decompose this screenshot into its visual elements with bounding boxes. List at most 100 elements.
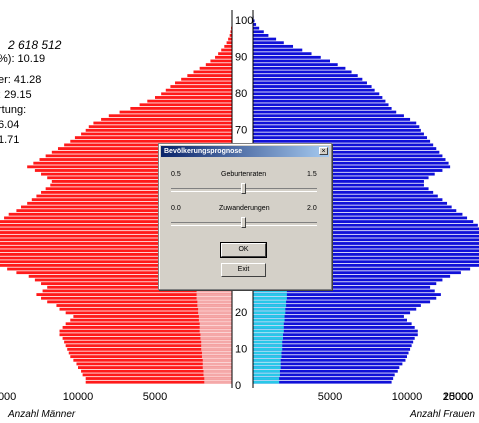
women-bars-bar-age-60 <box>253 161 449 165</box>
women-bars-bar-age-78 <box>253 96 383 99</box>
x-tick-label-men: 5000 <box>143 391 167 403</box>
men-bars-bar-age-81 <box>170 85 232 88</box>
men-bars-bar-age-90 <box>218 52 232 56</box>
women-bars-bar-age-39 <box>253 238 479 242</box>
men-bars-bar-age-62 <box>45 154 232 158</box>
men-bars-bar-age-46 <box>8 212 233 216</box>
men-bars-bar-age-73 <box>108 114 232 118</box>
immigration-slider-thumb[interactable] <box>241 217 246 228</box>
men-bars-bar-age-15 <box>62 326 232 329</box>
men-bars-bar-age-37 <box>0 245 232 249</box>
men-bars-bar-age-40 <box>0 234 233 238</box>
age-tick-label: 10 <box>235 344 247 356</box>
women-bars-bar-age-15 <box>253 326 415 329</box>
men-bars-bar-age-76 <box>139 103 232 107</box>
women-bars-bar-age-20 <box>253 307 417 311</box>
women-bars-bar-age-64 <box>253 147 437 150</box>
men-inner-bars-bar-age-12 <box>200 336 232 340</box>
men-inner-bars-bar-age-1 <box>204 377 232 380</box>
men-bars-bar-age-70 <box>88 125 232 129</box>
women-bars-bar-age-28 <box>253 278 443 282</box>
women-bars-bar-age-59 <box>253 165 451 169</box>
ok-button[interactable]: OK <box>220 242 267 258</box>
women-bars-bar-age-68 <box>253 132 424 136</box>
men-bars-bar-age-80 <box>165 88 232 92</box>
women-inner-bars-bar-age-6 <box>253 358 281 362</box>
men-bars-bar-age-91 <box>221 48 232 52</box>
men-inner-bars-bar-age-7 <box>201 355 232 359</box>
men-bars-bar-age-87 <box>205 63 232 67</box>
women-bars-bar-age-14 <box>253 329 418 333</box>
men-bars-bar-age-33 <box>0 260 233 264</box>
men-bars-bar-age-94 <box>228 37 232 41</box>
women-bars-bar-age-11 <box>253 340 414 344</box>
women-bars-bar-age-82 <box>253 81 367 85</box>
women-bars-bar-age-94 <box>253 37 277 41</box>
x-tick-label-men: 10000 <box>63 391 94 403</box>
women-bars-bar-age-26 <box>253 285 431 289</box>
x-axis-label-women: Anzahl Frauen <box>409 409 475 420</box>
exit-button[interactable]: Exit <box>221 263 266 277</box>
women-bars-bar-age-33 <box>253 260 479 264</box>
men-bars-bar-age-23 <box>41 296 232 300</box>
women-bars-bar-age-87 <box>253 63 338 67</box>
women-bars-bar-age-32 <box>253 263 479 267</box>
men-bars-bar-age-1 <box>85 377 232 380</box>
women-inner-bars-bar-age-10 <box>253 344 283 348</box>
women-inner-bars-bar-age-24 <box>253 293 287 296</box>
x-tick-label-women: 20000 <box>443 391 474 403</box>
men-bars-bar-age-18 <box>73 315 232 318</box>
men-bars-bar-age-25 <box>42 289 232 293</box>
men-bars-bar-age-71 <box>93 121 233 125</box>
women-bars-bar-age-40 <box>253 234 479 238</box>
women-bars-bar-age-36 <box>253 249 479 253</box>
women-inner-bars-bar-age-0 <box>253 380 280 384</box>
women-bars-bar-age-69 <box>253 128 421 132</box>
men-bars-bar-age-74 <box>119 110 232 114</box>
women-inner-bars-bar-age-3 <box>253 369 280 373</box>
men-bars-bar-age-83 <box>181 77 232 81</box>
men-bars-bar-age-11 <box>64 340 232 344</box>
women-inner-bars-bar-age-14 <box>253 329 284 333</box>
growth-rate: %): 10.19 <box>0 53 46 65</box>
women-bars-bar-age-6 <box>253 358 406 362</box>
dialog-titlebar[interactable]: Bevölkerungsprognose × <box>161 146 329 157</box>
men-inner-bars-bar-age-22 <box>197 300 232 304</box>
men-bars-bar-age-57 <box>41 172 232 176</box>
women-inner-bars-bar-age-18 <box>253 315 285 318</box>
men-inner-bars-bar-age-8 <box>201 351 232 355</box>
men-bars-bar-age-43 <box>0 223 233 227</box>
women-bars-bar-age-83 <box>253 77 363 81</box>
men-bars-bar-age-77 <box>147 99 232 103</box>
women-bars-bar-age-97 <box>253 26 260 30</box>
women-bars-bar-age-63 <box>253 150 440 154</box>
age-tick-label: 80 <box>235 88 247 100</box>
women-inner-bars-bar-age-21 <box>253 304 287 307</box>
women-bars-bar-age-8 <box>253 351 409 355</box>
x-tick-label-women: 25000 <box>443 391 474 403</box>
close-button[interactable]: × <box>319 147 328 155</box>
men-bars-bar-age-65 <box>64 143 232 147</box>
men-bars-bar-age-49 <box>27 201 233 205</box>
men-inner-bars-bar-age-9 <box>201 347 232 351</box>
birthrate-slider-thumb[interactable] <box>241 183 246 194</box>
women-bars-bar-age-23 <box>253 296 437 300</box>
women-bars-bar-age-90 <box>253 52 312 56</box>
men-bars-bar-age-3 <box>81 369 232 373</box>
men-bars-bar-age-58 <box>34 169 232 172</box>
women-bars-bar-age-42 <box>253 227 479 231</box>
women-bars-bar-age-51 <box>253 194 438 198</box>
x-tick-label-women: 15000 <box>443 391 474 403</box>
slider2-label: Zuwanderungen <box>219 205 270 212</box>
men-bars-bar-age-13 <box>59 333 232 337</box>
women-bars-bar-age-88 <box>253 59 330 63</box>
men-bars-bar-age-5 <box>76 362 233 366</box>
women-bars-bar-age-79 <box>253 92 380 96</box>
men-bars-bar-age-27 <box>41 282 232 286</box>
forecast-dialog: Bevölkerungsprognose × 0.5 Geburtenraten… <box>158 143 332 290</box>
women-bars-bar-age-71 <box>253 121 417 125</box>
women-bars-bar-age-4 <box>253 366 400 369</box>
men-bars-bar-age-79 <box>161 92 232 96</box>
men-inner-bars-bar-age-17 <box>198 318 232 322</box>
women-inner-bars-bar-age-8 <box>253 351 282 355</box>
